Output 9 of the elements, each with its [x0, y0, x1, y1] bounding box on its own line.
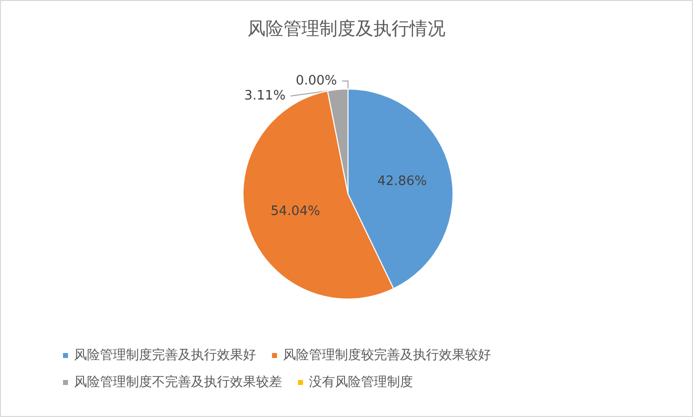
legend-label: 风险管理制度不完善及执行效果较差: [74, 374, 282, 390]
data-label: 3.11%: [244, 88, 286, 104]
legend-label: 风险管理制度较完善及执行效果较好: [283, 347, 491, 363]
legend-label: 风险管理制度完善及执行效果好: [74, 347, 256, 363]
data-label: 54.04%: [270, 204, 320, 220]
chart-title: 风险管理制度及执行情况: [248, 18, 446, 40]
text: 0.00%: [296, 74, 337, 88]
data-label: 42.86%: [377, 174, 427, 190]
legend-label: 没有风险管理制度: [309, 374, 413, 390]
